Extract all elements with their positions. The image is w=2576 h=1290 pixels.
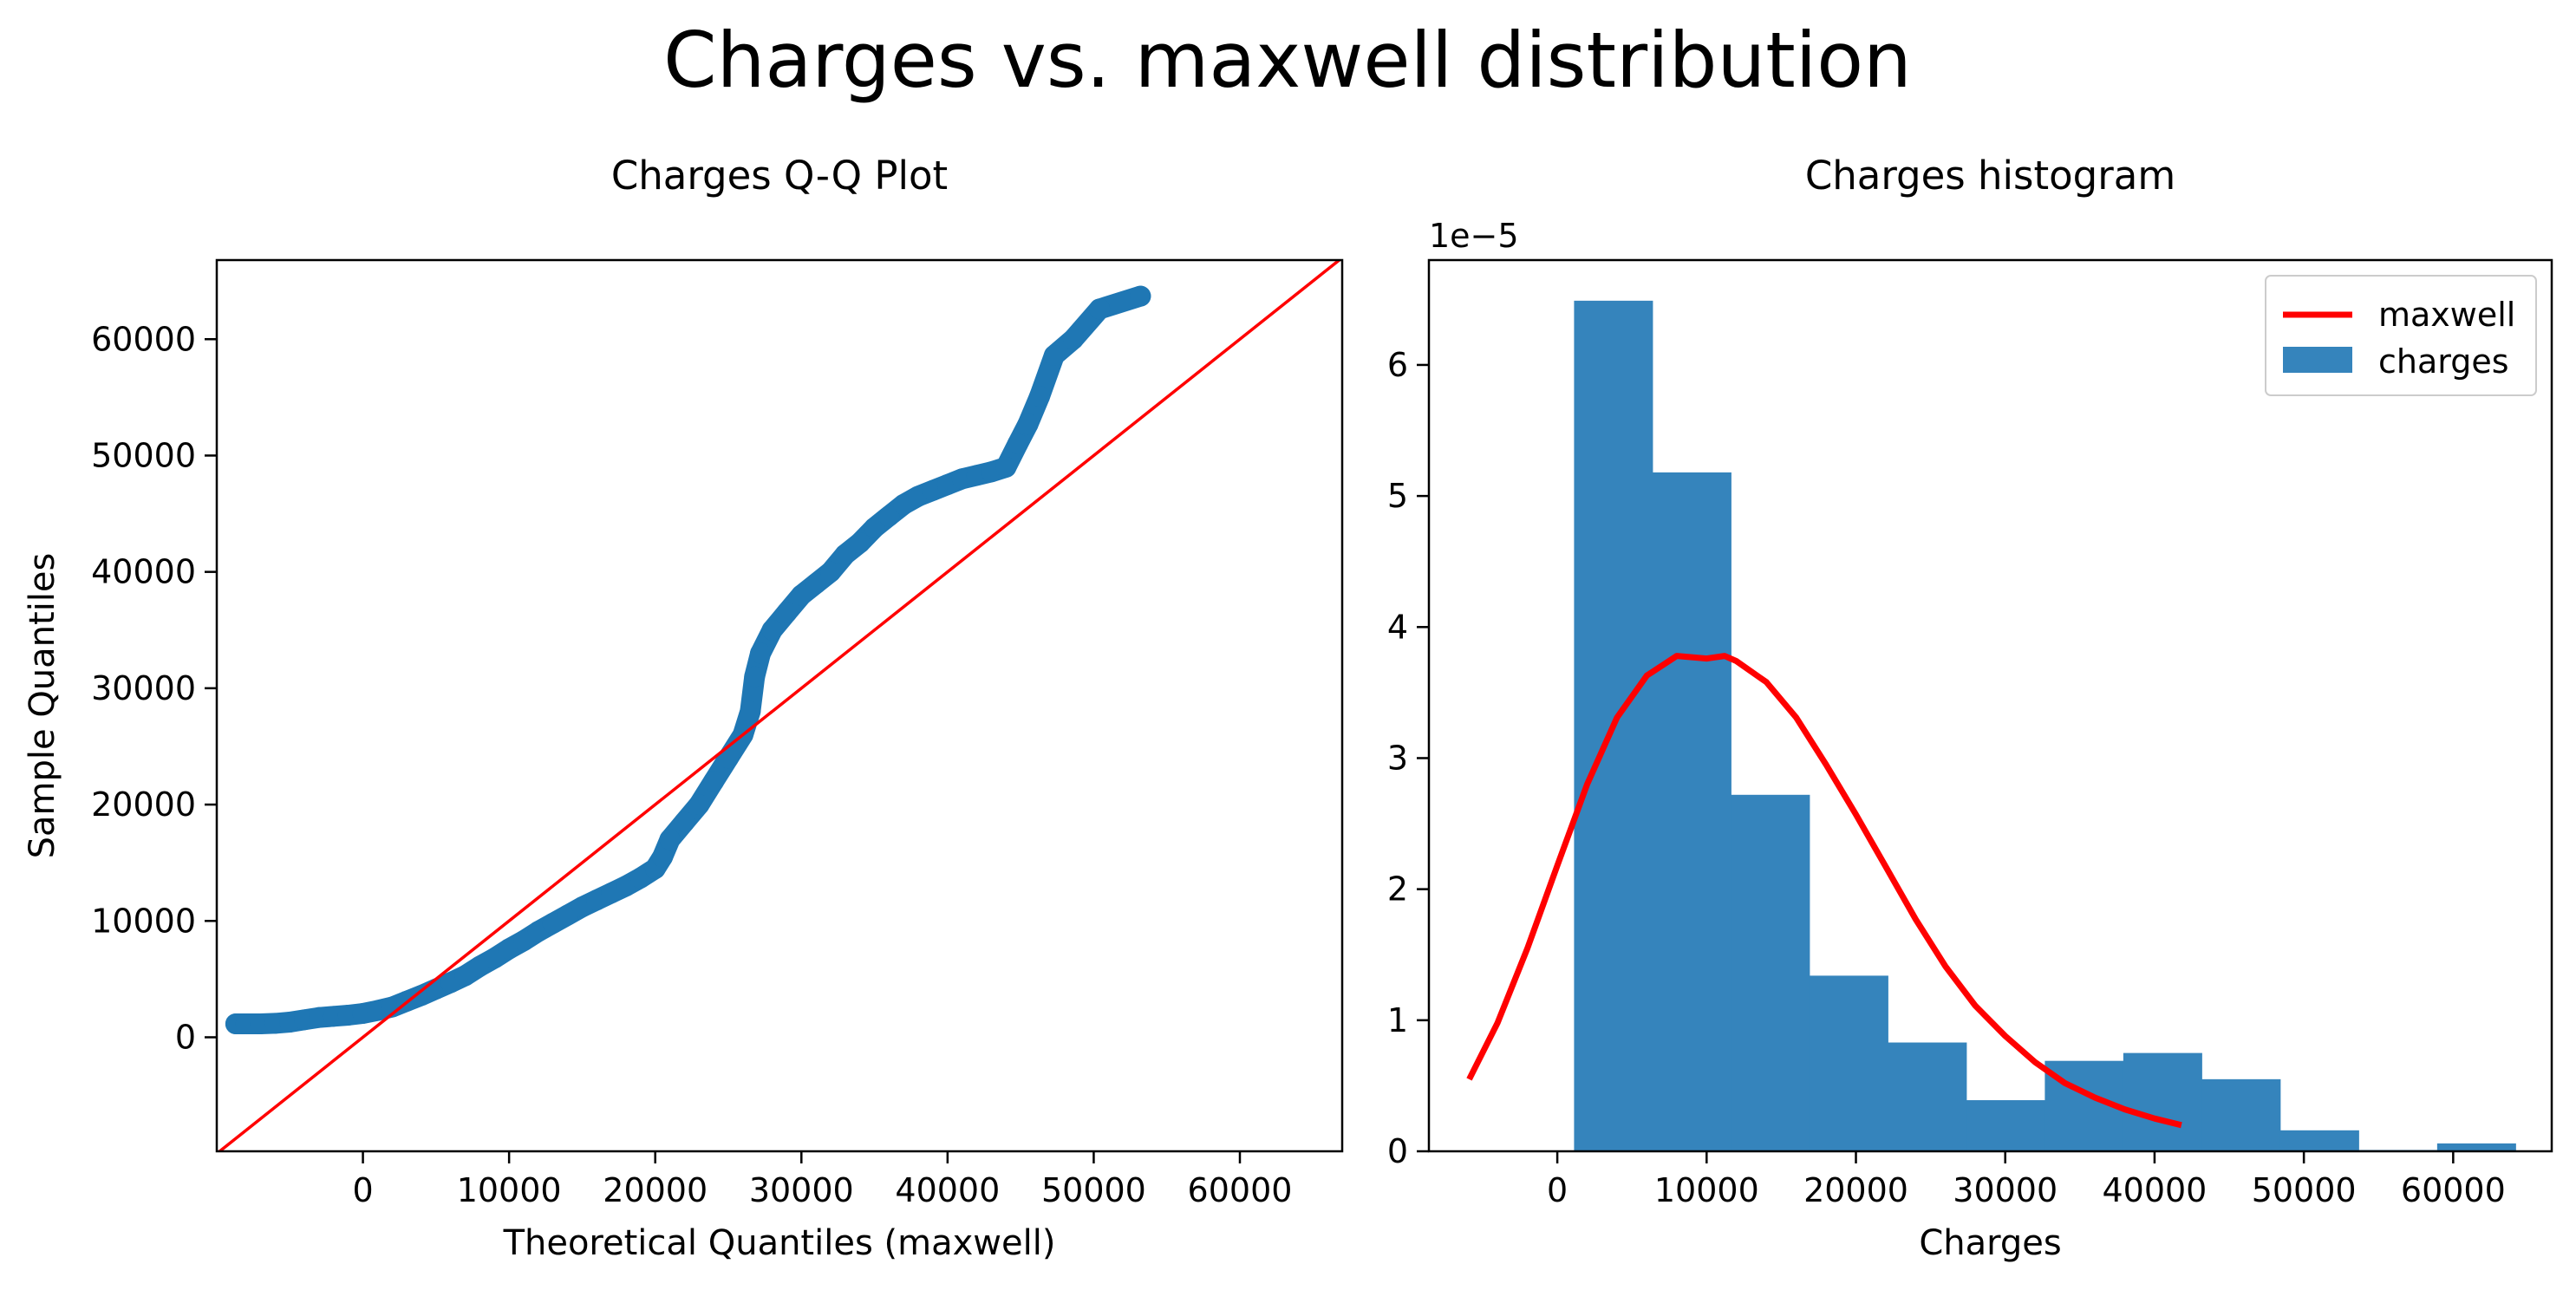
histogram-y-tick-label: 3 — [1387, 739, 1408, 777]
histogram-y-offset-text: 1e−5 — [1429, 217, 1519, 255]
histogram-bar — [1888, 1042, 1967, 1151]
qq-sample-point — [878, 505, 900, 527]
qq-sample-point — [864, 517, 885, 538]
qq-sample-point — [235, 1013, 257, 1035]
qq-plot-title: Charges Q-Q Plot — [611, 153, 948, 199]
histogram-bar — [2123, 1052, 2202, 1151]
histogram-x-tick-label: 20000 — [1803, 1171, 1908, 1209]
qq-sample-point — [1007, 433, 1028, 455]
qq-sample-point — [674, 811, 695, 833]
qq-sample-point — [652, 846, 674, 868]
qq-sample-band — [225, 285, 1151, 1034]
qq-sample-point — [776, 602, 798, 623]
qq-sample-point — [703, 771, 725, 792]
qq-plot-y-tick-label: 40000 — [91, 553, 196, 591]
qq-sample-point — [805, 573, 827, 595]
qq-plot-frame — [215, 258, 1344, 1153]
histogram-y-tick-label: 2 — [1387, 870, 1408, 909]
histogram-y-tick-label: 5 — [1387, 477, 1408, 515]
histogram-marks — [1466, 300, 2516, 1151]
histogram-y-tick-label: 4 — [1387, 608, 1408, 646]
qq-plot-y-tick-label: 50000 — [91, 436, 196, 474]
qq-plot-y-tick-label: 30000 — [91, 669, 196, 707]
qq-sample-point — [744, 666, 766, 687]
qq-plot-x-tick-label: 0 — [352, 1171, 373, 1209]
qq-plot-ticks: 0 10000 20000 30000 40000 50000 60000 0 10000 200… — [91, 320, 1292, 1209]
histogram-x-axis-label: Charges — [1919, 1223, 2061, 1263]
histogram-x-tick-label: 50000 — [2252, 1171, 2357, 1209]
qq-sample-point — [688, 794, 710, 816]
histogram-bar — [2201, 1078, 2281, 1151]
qq-sample-point — [1062, 329, 1084, 350]
histogram-ticks: 0 10000 20000 30000 40000 50000 60000 0 1 2 3 4 5 6 — [1387, 346, 2506, 1209]
histogram-x-tick-label: 10000 — [1654, 1171, 1759, 1209]
legend-charges-label: charges — [2378, 342, 2509, 381]
histogram-legend: maxwell charges — [2265, 275, 2537, 396]
qq-sample-point — [820, 561, 841, 583]
qq-sample-point — [750, 642, 772, 664]
qq-sample-point — [1089, 298, 1111, 320]
histogram-bar — [1809, 975, 1888, 1151]
qq-plot-x-tick-label: 20000 — [603, 1171, 708, 1209]
qq-plot-marks — [217, 260, 1342, 1151]
histogram-bar — [1731, 794, 1810, 1151]
qq-sample-point — [849, 532, 871, 554]
histogram-y-tick-label: 6 — [1387, 346, 1408, 384]
qq-sample-point — [1029, 386, 1051, 407]
qq-plot-x-axis-label: Theoretical Quantiles (maxwell) — [503, 1223, 1056, 1263]
histogram-bar — [1652, 472, 1731, 1151]
qq-plot-x-tick-label: 40000 — [895, 1171, 1000, 1209]
qq-sample-point — [995, 456, 1017, 478]
qq-plot-x-tick-label: 50000 — [1041, 1171, 1146, 1209]
qq-plot-y-axis-label: Sample Quantiles — [23, 553, 62, 859]
maxwell-fit-line — [1466, 653, 2182, 1129]
legend-maxwell-label: maxwell — [2378, 296, 2515, 334]
qq-plot-x-tick-label: 10000 — [457, 1171, 562, 1209]
qq-reference-line — [217, 260, 1342, 1151]
histogram-y-tick-label: 1 — [1387, 1001, 1408, 1039]
qq-sample-point — [740, 700, 761, 722]
histogram-bar — [2279, 1130, 2359, 1151]
legend-charges-swatch — [2283, 347, 2352, 373]
histogram-x-tick-label: 30000 — [1953, 1171, 2058, 1209]
histogram-bar — [2436, 1143, 2516, 1151]
qq-plot-y-tick-label: 0 — [175, 1018, 196, 1056]
histogram-y-tick-label: 0 — [1387, 1132, 1408, 1170]
qq-sample-point — [791, 584, 812, 606]
histogram-bar — [1966, 1100, 2045, 1151]
histogram-x-tick-label: 40000 — [2102, 1171, 2207, 1209]
histogram-frame — [1427, 258, 2553, 1153]
qq-sample-point — [1130, 285, 1151, 307]
qq-plot-y-tick-label: 20000 — [91, 785, 196, 824]
qq-sample-point — [250, 1013, 271, 1035]
qq-plot-y-tick-label: 60000 — [91, 320, 196, 358]
histogram-axes: Charges histogram 1e−5 0 10000 20000 30000 4… — [1387, 153, 2553, 1263]
qq-sample-point — [834, 544, 856, 565]
figure-title: Charges vs. maxwell distribution — [663, 16, 1912, 105]
qq-plot-x-tick-label: 60000 — [1188, 1171, 1293, 1209]
qq-sample-point — [1017, 414, 1039, 435]
qq-plot-y-tick-label: 10000 — [91, 902, 196, 940]
qq-sample-point — [1043, 345, 1065, 367]
histogram-x-tick-label: 0 — [1547, 1171, 1568, 1209]
qq-sample-point — [761, 619, 783, 641]
histogram-title: Charges histogram — [1805, 153, 2175, 199]
qq-plot-axes: Charges Q-Q Plot 0 10000 20000 30000 40000 50… — [23, 153, 1344, 1263]
histogram-x-tick-label: 60000 — [2401, 1171, 2506, 1209]
qq-sample-point — [659, 829, 681, 850]
qq-sample-point — [718, 747, 739, 769]
qq-plot-x-tick-label: 30000 — [749, 1171, 854, 1209]
